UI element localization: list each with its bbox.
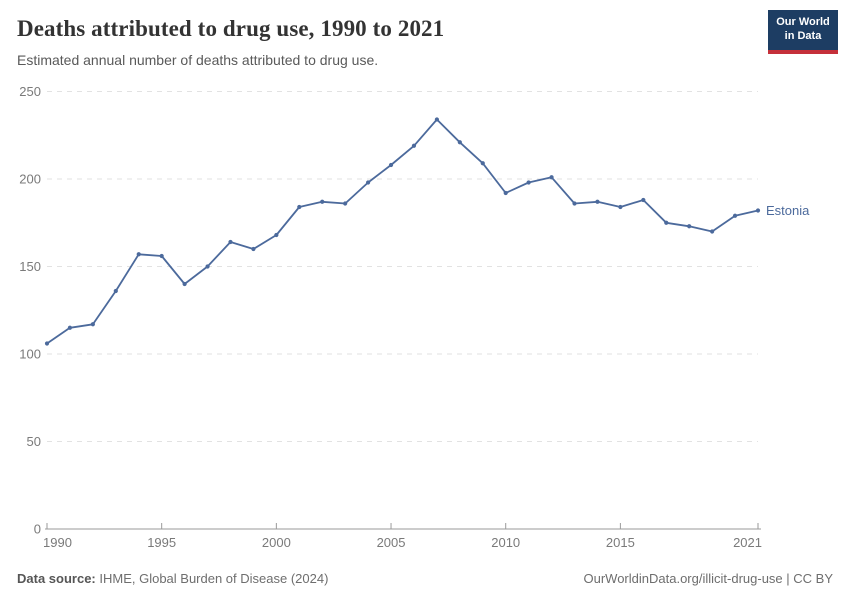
data-point-1990[interactable]	[44, 341, 50, 346]
data-point-2019[interactable]	[710, 229, 715, 234]
y-tick-label-150: 150	[19, 259, 41, 274]
x-tick-label-2000: 2000	[262, 535, 291, 550]
x-tick-label-2021: 2021	[733, 535, 762, 550]
data-source-value: IHME, Global Burden of Disease (2024)	[95, 571, 329, 586]
y-tick-label-0: 0	[34, 522, 41, 537]
chart-title: Deaths attributed to drug use, 1990 to 2…	[17, 16, 445, 41]
x-tick-label-2010: 2010	[491, 535, 520, 550]
data-point-2013[interactable]	[572, 201, 577, 206]
data-point-2018[interactable]	[687, 224, 692, 229]
data-point-2002[interactable]	[320, 199, 325, 204]
data-point-2006[interactable]	[411, 143, 417, 148]
data-point-1998[interactable]	[228, 239, 233, 245]
data-point-2014[interactable]	[595, 199, 600, 204]
owid-logo[interactable]: Our World in Data	[768, 10, 838, 54]
credit-link: OurWorldinData.org/illicit-drug-use | CC…	[583, 571, 834, 586]
owid-logo-accent-bar	[768, 49, 838, 54]
data-line-estonia[interactable]	[46, 118, 759, 345]
data-point-1992[interactable]	[90, 322, 95, 327]
data-point-2004[interactable]	[365, 180, 371, 185]
data-point-2009[interactable]	[480, 161, 485, 166]
data-point-2017[interactable]	[664, 220, 669, 225]
data-point-2000[interactable]	[274, 232, 279, 238]
data-point-1994[interactable]	[136, 252, 141, 257]
data-source-label: Data source:	[17, 571, 96, 586]
chart-footer: Data source: IHME, Global Burden of Dise…	[17, 571, 833, 586]
data-source-note: Data source: IHME, Global Burden of Dise…	[17, 571, 328, 586]
x-tick-label-2005: 2005	[377, 535, 406, 550]
x-tick-label-1995: 1995	[147, 535, 176, 550]
x-tick-label-2015: 2015	[606, 535, 635, 550]
data-point-2011[interactable]	[526, 180, 531, 185]
y-tick-label-50: 50	[27, 434, 41, 449]
y-tick-label-200: 200	[19, 172, 41, 187]
owid-logo-line2: in Data	[784, 29, 822, 42]
owid-logo-box: Our World in Data	[768, 10, 838, 50]
x-tick-label-1990: 1990	[43, 535, 72, 550]
series-label-estonia[interactable]: Estonia	[766, 203, 810, 218]
data-point-1999[interactable]	[251, 246, 256, 252]
data-point-2012[interactable]	[549, 175, 554, 180]
data-point-1997[interactable]	[205, 264, 210, 269]
data-point-2003[interactable]	[343, 201, 348, 206]
data-point-1991[interactable]	[67, 325, 73, 330]
data-point-2010[interactable]	[503, 190, 508, 196]
data-point-2005[interactable]	[388, 162, 394, 168]
data-point-2021[interactable]	[755, 208, 761, 213]
data-point-1996[interactable]	[182, 281, 187, 287]
data-point-1995[interactable]	[159, 253, 164, 259]
data-point-2020[interactable]	[732, 213, 738, 218]
data-point-2001[interactable]	[297, 204, 302, 210]
chart-header: Deaths attributed to drug use, 1990 to 2…	[17, 16, 757, 68]
data-point-2007[interactable]	[434, 117, 440, 122]
chart-subtitle: Estimated annual number of deaths attrib…	[17, 52, 379, 68]
owid-logo-line1: Our World	[776, 16, 830, 28]
data-point-2016[interactable]	[641, 197, 646, 203]
y-tick-label-100: 100	[19, 347, 41, 362]
y-tick-label-250: 250	[19, 84, 41, 99]
data-point-2015[interactable]	[618, 204, 623, 210]
data-point-1993[interactable]	[113, 288, 118, 294]
data-point-2008[interactable]	[457, 140, 462, 145]
